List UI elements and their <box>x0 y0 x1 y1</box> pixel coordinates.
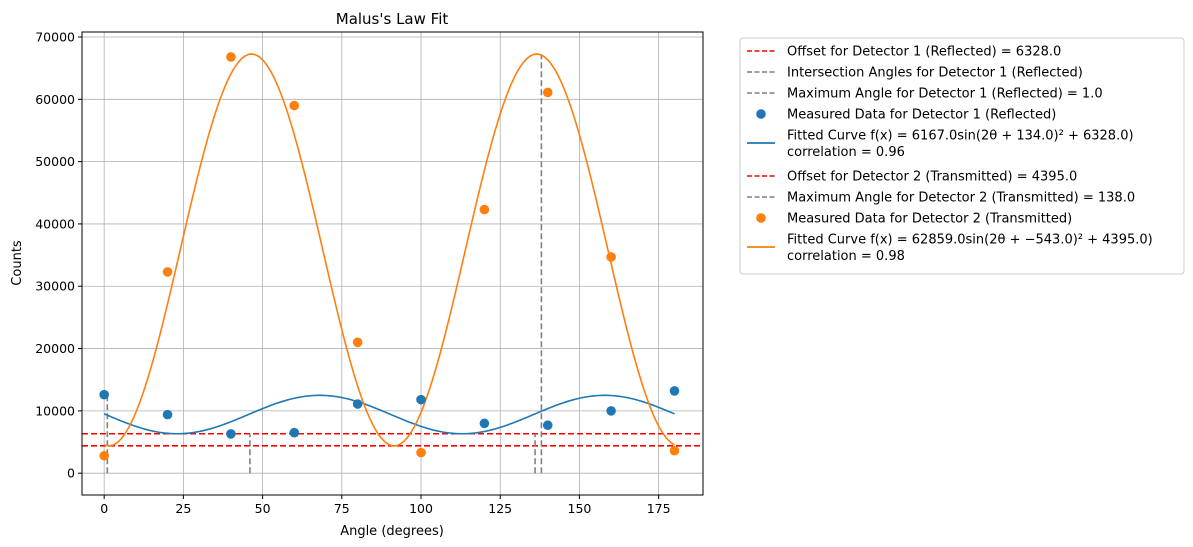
x-tick-label: 0 <box>100 501 108 516</box>
plot-area <box>82 52 703 474</box>
legend-label: Fitted Curve f(x) = 6167.0sin(2θ + 134.0… <box>787 129 1134 144</box>
legend-label: Offset for Detector 1 (Reflected) = 6328… <box>787 45 1061 60</box>
y-axis-label: Counts <box>10 240 25 286</box>
x-tick-label: 25 <box>175 501 191 516</box>
axes: 0 25 50 75 100 125 150 175 0 10000 20000 30000 40000… <box>35 29 670 516</box>
data-point <box>352 399 363 409</box>
y-tick-label: 10000 <box>35 403 75 418</box>
y-tick-label: 60000 <box>35 92 75 107</box>
y-tick-label: 40000 <box>35 216 75 231</box>
y-tick-label: 0 <box>67 466 75 481</box>
plot-frame <box>81 31 704 496</box>
legend-label: Measured Data for Detector 2 (Transmitte… <box>787 212 1072 227</box>
legend-handle-dot <box>756 213 766 223</box>
x-tick-label: 125 <box>488 501 512 516</box>
legend-label-sub: correlation = 0.98 <box>787 249 905 264</box>
y-tick-label: 50000 <box>35 154 75 169</box>
x-tick-label: 50 <box>255 501 271 516</box>
grid <box>82 32 703 495</box>
legend-label: Fitted Curve f(x) = 62859.0sin(2θ + −543… <box>787 233 1153 248</box>
legend-label: Maximum Angle for Detector 2 (Transmitte… <box>787 191 1135 206</box>
legend-label: Maximum Angle for Detector 1 (Reflected)… <box>787 87 1103 102</box>
data-point <box>542 420 553 431</box>
fitted-curve <box>103 394 675 435</box>
legend-label: Measured Data for Detector 1 (Reflected) <box>787 108 1056 123</box>
data-point <box>416 447 426 458</box>
data-point <box>606 406 616 416</box>
data-point <box>226 429 236 439</box>
data-point <box>352 337 363 348</box>
y-tick-label: 30000 <box>35 279 75 294</box>
data-point <box>669 445 680 456</box>
legend-label: Intersection Angles for Detector 1 (Refl… <box>787 66 1083 81</box>
data-point <box>226 52 236 62</box>
x-axis-label: Angle (degrees) <box>340 524 444 539</box>
y-tick-label: 20000 <box>35 341 75 356</box>
x-tick-label: 175 <box>647 501 671 516</box>
data-point <box>479 418 490 429</box>
data-point <box>289 100 300 111</box>
x-tick-label: 100 <box>409 501 433 516</box>
data-point <box>542 87 553 98</box>
legend-label-sub: correlation = 0.96 <box>787 145 905 160</box>
data-point <box>479 204 490 215</box>
fitted-curve <box>103 53 675 447</box>
legend-label: Offset for Detector 2 (Transmitted) = 43… <box>787 170 1077 185</box>
data-point <box>99 389 109 400</box>
data-point <box>606 252 616 262</box>
data-point <box>99 450 109 461</box>
data-point <box>669 386 680 396</box>
data-point <box>289 427 300 438</box>
data-point <box>162 409 173 420</box>
x-tick-label: 150 <box>568 501 592 516</box>
chart-title: Malus's Law Fit <box>336 10 449 28</box>
legend-handle-dot <box>756 109 766 119</box>
x-tick-label: 75 <box>334 501 350 516</box>
legend-box <box>739 37 1185 275</box>
data-point <box>416 394 426 405</box>
data-point <box>162 267 173 277</box>
y-tick-label: 70000 <box>35 29 75 44</box>
legend: Offset for Detector 1 (Reflected) = 6328… <box>739 37 1185 275</box>
